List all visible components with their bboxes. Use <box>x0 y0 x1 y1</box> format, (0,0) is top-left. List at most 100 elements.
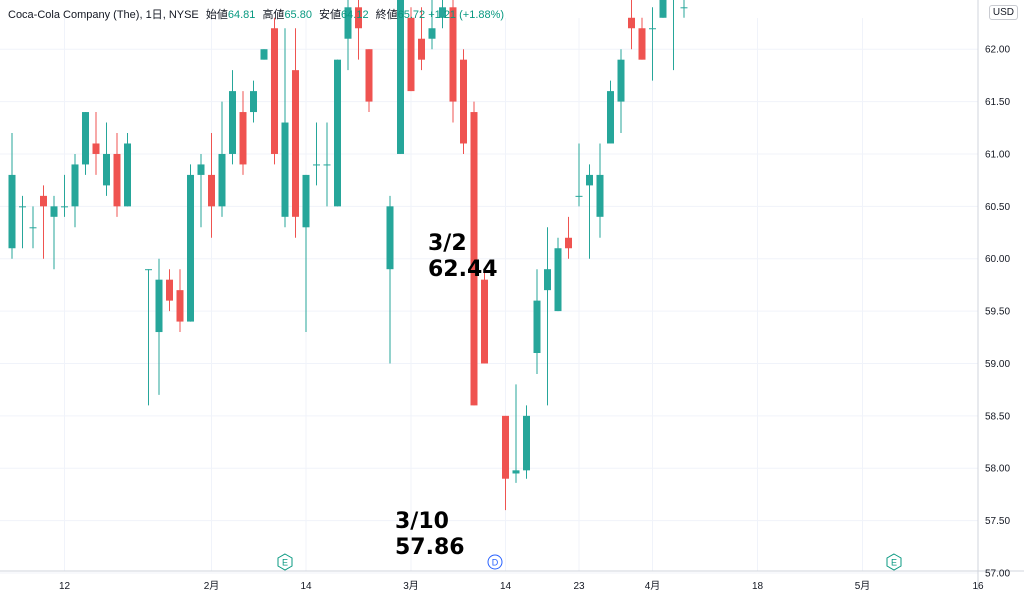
candle-body <box>124 143 131 207</box>
candle-body <box>680 7 688 9</box>
candle-down <box>470 101 478 406</box>
candle-body <box>586 174 593 186</box>
earnings-marker[interactable]: E <box>277 553 293 571</box>
candle-down <box>208 133 215 238</box>
candle-up <box>659 0 667 18</box>
candle-down <box>407 7 415 92</box>
candle-up <box>649 7 656 81</box>
candle-body <box>649 28 656 30</box>
legend-close-label: 終値 <box>375 9 398 21</box>
candle-down <box>40 185 47 259</box>
dividend-marker[interactable]: D <box>487 554 503 570</box>
candle-body <box>365 49 373 102</box>
candle-body <box>19 206 26 208</box>
x-tick-label: 14 <box>500 581 512 592</box>
candle-down <box>176 269 184 333</box>
candle-body <box>29 227 37 229</box>
candle-up <box>673 0 674 71</box>
candle-down <box>292 28 299 238</box>
legend-high: 65.80 <box>284 9 312 21</box>
candle-body <box>544 269 551 291</box>
candle-up <box>155 258 163 395</box>
candle-up <box>428 0 436 50</box>
candle-up <box>313 122 320 186</box>
legend-low-label: 安値 <box>319 9 342 21</box>
candle-body <box>397 0 404 154</box>
candle-body <box>575 195 583 197</box>
candle-body <box>8 174 16 249</box>
candle-up <box>386 195 394 364</box>
candle-up <box>533 269 541 374</box>
candle-body <box>176 290 184 322</box>
y-tick-label: 60.50 <box>985 202 1010 213</box>
candle-down <box>628 0 635 50</box>
candle-up <box>523 405 530 479</box>
earnings-letter: E <box>282 558 288 568</box>
candle-body <box>617 59 625 102</box>
earnings-marker[interactable]: E <box>886 553 902 571</box>
candle-body <box>386 206 394 270</box>
candle-up <box>8 133 16 259</box>
x-tick-label: 18 <box>752 581 764 592</box>
candle-body <box>260 49 268 60</box>
candle-body <box>187 174 194 322</box>
candle-up <box>323 122 331 207</box>
candle-down <box>460 49 467 154</box>
y-tick-label: 60.00 <box>985 254 1010 265</box>
candle-body <box>481 279 488 364</box>
candle-down <box>239 91 247 175</box>
y-tick-label: 57.00 <box>985 569 1010 580</box>
candle-body <box>218 153 226 207</box>
x-tick-label: 12 <box>59 581 71 592</box>
annotation-price: 57.86 <box>395 535 465 560</box>
candle-body <box>638 28 646 60</box>
candle-body <box>250 91 257 113</box>
candle-body <box>281 122 289 217</box>
candle-body <box>596 174 604 217</box>
y-tick-label: 58.00 <box>985 464 1010 475</box>
candle-body <box>50 206 58 217</box>
x-tick-label: 5月 <box>855 580 871 592</box>
y-tick-label: 61.50 <box>985 97 1010 108</box>
candles <box>8 0 688 511</box>
candle-up <box>250 80 257 123</box>
candle-up <box>260 49 268 60</box>
candle-up <box>29 206 37 249</box>
x-tick-label: 2月 <box>204 580 220 592</box>
candle-body <box>271 28 278 154</box>
legend-open-label: 始値 <box>205 9 228 21</box>
candle-up <box>50 195 58 270</box>
candle-body <box>166 279 173 301</box>
candle-up <box>302 174 310 333</box>
candle-down <box>92 112 100 175</box>
candle-down <box>418 7 425 71</box>
dividend-icon <box>487 554 503 570</box>
legend-interval: 1日 <box>145 9 163 21</box>
candle-body <box>628 17 635 29</box>
legend-change: +1.21 (+1.88%) <box>428 9 505 21</box>
candle-down <box>166 269 173 312</box>
candle-up <box>124 133 131 207</box>
candle-body <box>607 91 614 144</box>
candle-up <box>145 269 152 406</box>
candle-body <box>61 206 68 208</box>
candle-body <box>439 7 446 18</box>
candle-down <box>113 133 121 217</box>
candle-up <box>218 101 226 217</box>
currency-unit-button[interactable]: USD <box>988 5 1018 20</box>
candle-body <box>533 300 541 354</box>
candle-body <box>82 112 89 165</box>
candle-up <box>607 80 614 144</box>
candle-down <box>565 216 572 259</box>
candle-up <box>229 70 236 165</box>
candle-down <box>481 269 488 364</box>
candle-up <box>617 49 625 134</box>
candle-up <box>82 112 89 175</box>
candle-body <box>197 164 205 175</box>
candle-up <box>103 122 110 196</box>
candle-up <box>71 153 79 228</box>
candle-up <box>19 195 26 249</box>
candle-up <box>334 59 341 207</box>
candle-up <box>512 384 520 483</box>
